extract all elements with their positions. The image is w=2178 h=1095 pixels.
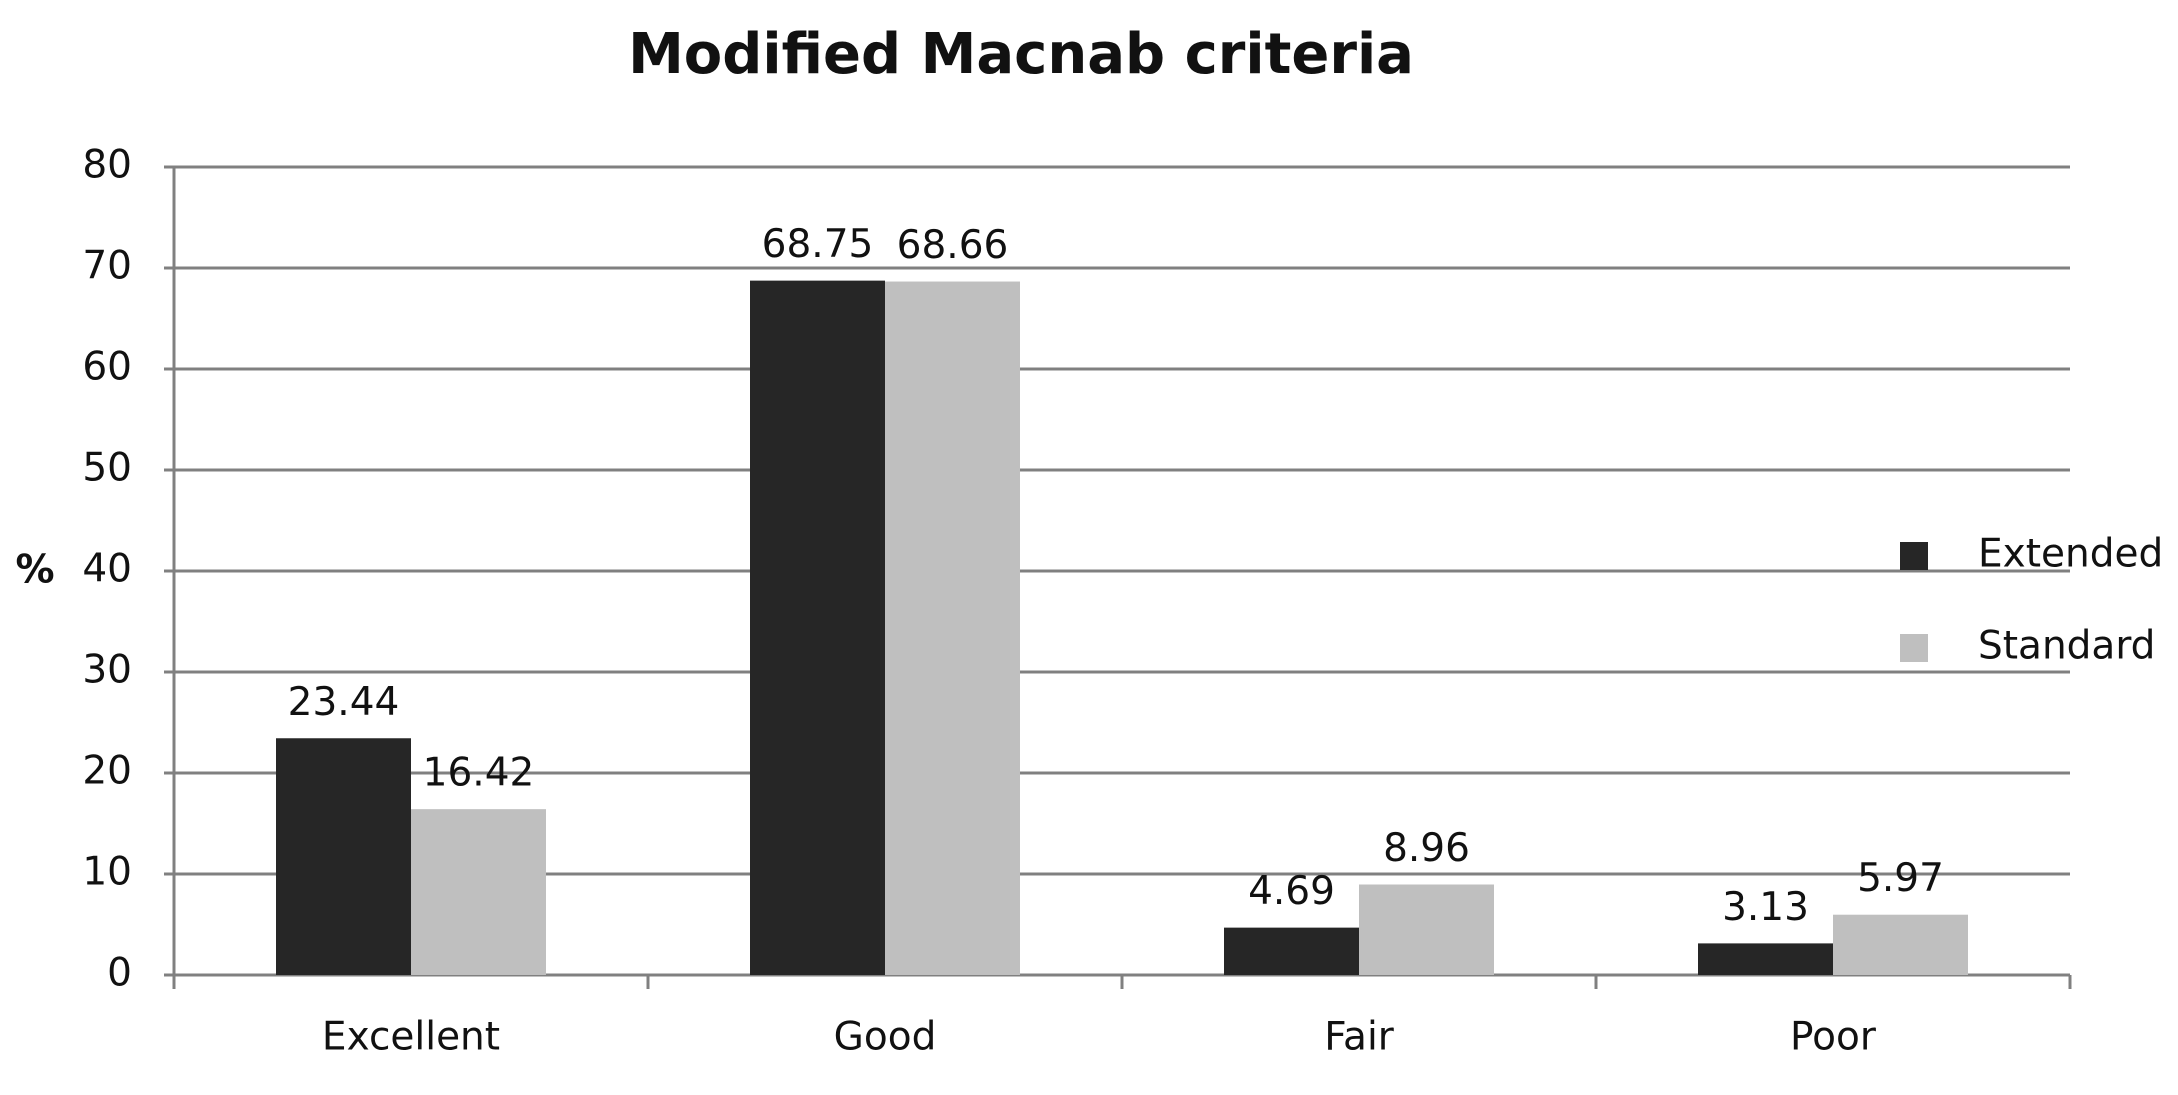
value-label: 16.42 <box>423 751 535 796</box>
y-tick-label: 50 <box>82 446 132 491</box>
y-axis-label: % <box>15 548 54 593</box>
value-label: 68.66 <box>897 223 1009 268</box>
y-tick-label: 40 <box>82 547 132 592</box>
y-tick-label: 10 <box>82 850 132 895</box>
x-tick-label: Excellent <box>322 1015 500 1060</box>
value-label: 4.69 <box>1248 869 1335 914</box>
bar <box>1698 943 1833 975</box>
value-label: 68.75 <box>762 222 874 267</box>
bar <box>885 281 1020 975</box>
y-tick-label: 30 <box>82 648 132 693</box>
bar <box>1359 884 1494 975</box>
x-tick-label: Good <box>834 1015 937 1060</box>
value-label: 3.13 <box>1722 885 1809 930</box>
legend-label: Standard <box>1978 624 2155 669</box>
bar <box>750 280 885 975</box>
bar <box>1833 914 1968 975</box>
value-label: 23.44 <box>288 680 400 725</box>
bar <box>276 738 411 975</box>
y-tick-label: 70 <box>82 244 132 289</box>
y-tick-label: 60 <box>82 345 132 390</box>
y-tick-label: 80 <box>82 143 132 188</box>
value-label: 5.97 <box>1857 856 1944 901</box>
bar <box>411 809 546 975</box>
x-tick-label: Fair <box>1324 1015 1395 1060</box>
y-tick-label: 0 <box>107 951 132 996</box>
legend-swatch <box>1900 634 1928 662</box>
legend-swatch <box>1900 542 1928 570</box>
value-label: 8.96 <box>1383 826 1470 871</box>
x-tick-label: Poor <box>1790 1015 1877 1060</box>
legend-label: Extended <box>1978 532 2163 577</box>
chart-title: Modified Macnab criteria <box>628 22 1414 87</box>
y-tick-label: 20 <box>82 749 132 794</box>
bar <box>1224 927 1359 975</box>
